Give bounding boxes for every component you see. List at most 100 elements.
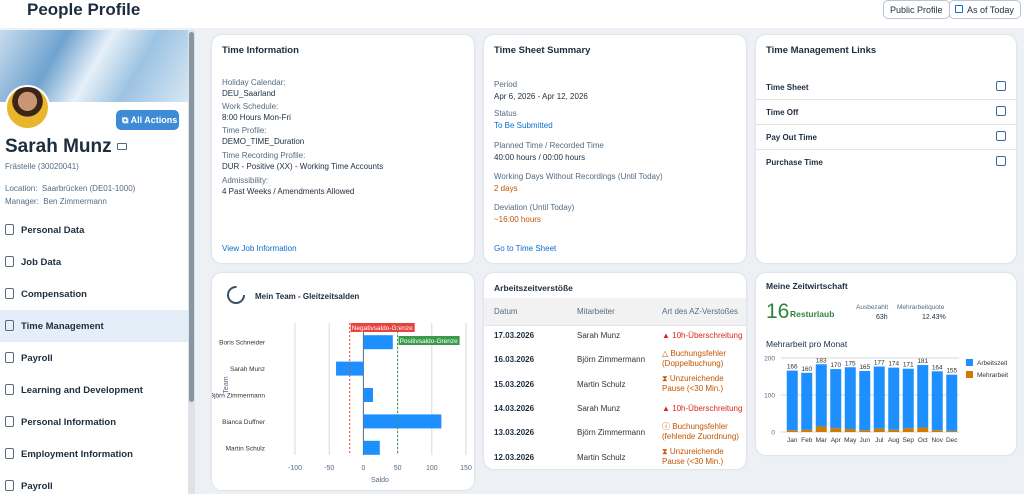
y-tick-label: 0: [771, 430, 775, 437]
bar-mehrarbeit[interactable]: [902, 428, 914, 432]
bar-arbeitszeit[interactable]: [830, 369, 842, 429]
y-tick-label: Martin Schulz: [226, 445, 265, 452]
bar-mehrarbeit[interactable]: [917, 427, 929, 432]
time-management-link[interactable]: Time Sheet: [766, 81, 1006, 92]
bar[interactable]: [363, 440, 380, 455]
sidebar-item-label: Payroll: [21, 481, 53, 492]
bar-mehrarbeit[interactable]: [844, 429, 856, 432]
bar-mehrarbeit[interactable]: [946, 430, 958, 432]
field-value: Apr 6, 2026 - Apr 12, 2026: [494, 92, 588, 101]
employee-cell: Björn Zimmermann: [577, 355, 646, 365]
reference-label-bg: [350, 323, 415, 332]
field-label: Admissibility:: [222, 176, 269, 185]
bar-mehrarbeit[interactable]: [786, 430, 798, 432]
x-tick-label: Aug: [888, 437, 900, 444]
violation-type-cell: ⓘ Buchungsfehler (fehlende Zuordnung): [662, 422, 739, 442]
legend-label: Arbeitszeit: [977, 360, 1008, 367]
employee-cell: Sarah Munz: [577, 403, 621, 413]
field-label: Working Days Without Recordings (Until T…: [494, 172, 663, 181]
field-value: 4 Past Weeks / Amendments Allowed: [222, 187, 355, 196]
bar[interactable]: [363, 414, 442, 429]
id-card-icon[interactable]: [116, 143, 127, 151]
go-to-time-sheet-link[interactable]: Go to Time Sheet: [494, 244, 557, 253]
external-link-icon: ⧉: [122, 115, 131, 125]
bar-mehrarbeit[interactable]: [815, 426, 827, 432]
bar-mehrarbeit[interactable]: [888, 429, 900, 432]
bar-arbeitszeit[interactable]: [786, 370, 798, 431]
reference-line-label: Positivsaldo-Grenze: [400, 338, 459, 345]
public-profile-button[interactable]: Public Profile: [883, 0, 950, 19]
location: Location: Saarbrücken (DE01-1000): [5, 184, 136, 193]
field-value: DEU_Saarland: [222, 89, 276, 98]
sidebar-item[interactable]: Payroll: [0, 470, 188, 494]
sidebar-item[interactable]: Employment Information: [0, 438, 188, 470]
time-management-link[interactable]: Pay Out Time: [766, 131, 1006, 142]
clock-list-icon: [227, 286, 245, 304]
bar-arbeitszeit[interactable]: [815, 364, 827, 427]
bar-arbeitszeit[interactable]: [917, 365, 929, 428]
field-value: 8:00 Hours Mon-Fri: [222, 113, 291, 122]
bar-mehrarbeit[interactable]: [931, 430, 943, 432]
sidebar-item[interactable]: Learning and Development: [0, 374, 188, 406]
date-cell: 15.03.2026: [494, 379, 535, 389]
field-value[interactable]: To Be Submitted: [494, 121, 553, 130]
page-title: People Profile: [27, 0, 141, 19]
bar[interactable]: [363, 388, 373, 402]
open-app-icon: [996, 106, 1006, 116]
column-header[interactable]: Datum: [494, 307, 518, 316]
divider: [484, 325, 746, 326]
time-management-link[interactable]: Time Off: [766, 106, 1006, 117]
y-tick-label: 100: [764, 393, 775, 400]
card-title: Time Sheet Summary: [494, 45, 591, 56]
bar-arbeitszeit[interactable]: [844, 367, 856, 430]
reference-line-label: Negativsaldo-Grenze: [352, 325, 413, 332]
sidebar-scroll-thumb[interactable]: [189, 32, 194, 402]
bar-mehrarbeit[interactable]: [873, 428, 885, 432]
field-label: Time Recording Profile:: [222, 151, 306, 160]
x-tick-label: Oct: [918, 437, 928, 444]
time-management-link[interactable]: Purchase Time: [766, 156, 1006, 167]
sidebar-item[interactable]: Personal Information: [0, 406, 188, 438]
bar-arbeitszeit[interactable]: [873, 366, 885, 429]
avatar[interactable]: [5, 85, 50, 130]
card-title: Time Information: [222, 45, 299, 56]
x-tick-label: Sep: [902, 437, 914, 444]
bar-arbeitszeit[interactable]: [902, 368, 914, 429]
bar-mehrarbeit[interactable]: [830, 428, 842, 432]
as-of-today-button[interactable]: As of Today: [949, 0, 1021, 19]
zeitwirtschaft-card: Meine Zeitwirtschaft 16 Resturlaub Ausbe…: [756, 273, 1016, 455]
column-header[interactable]: Art des AZ-Verstoßes: [662, 307, 739, 316]
x-axis-label: Saldo: [371, 477, 389, 484]
all-actions-button[interactable]: ⧉ All Actions: [116, 110, 179, 130]
sidebar-item[interactable]: Payroll: [0, 342, 188, 374]
reference-label-bg: [398, 336, 460, 345]
x-tick-label: -50: [324, 465, 334, 472]
sidebar-item[interactable]: Compensation: [0, 278, 188, 310]
data-label: 160: [801, 366, 812, 373]
bar-mehrarbeit[interactable]: [859, 430, 871, 432]
team-balance-card: Mein Team - Gleitzeitsalden -100 -50 0 50 100…: [212, 273, 474, 490]
y-axis-label: Team: [223, 376, 230, 393]
calendar-icon: [955, 5, 963, 13]
bar-arbeitszeit[interactable]: [801, 372, 813, 430]
date-cell: 12.03.2026: [494, 452, 535, 462]
ausbezahlt-value: 63h: [876, 314, 888, 321]
bar-arbeitszeit[interactable]: [888, 367, 900, 430]
sidebar-item-label: Time Management: [21, 321, 104, 332]
view-job-information-link[interactable]: View Job Information: [222, 244, 297, 253]
open-app-icon: [996, 81, 1006, 91]
column-header[interactable]: Mitarbeiter: [577, 307, 615, 316]
bar-mehrarbeit[interactable]: [801, 429, 813, 432]
sidebar-item[interactable]: Job Data: [0, 246, 188, 278]
bar-arbeitszeit[interactable]: [946, 374, 958, 431]
sidebar-item[interactable]: Personal Data: [0, 214, 188, 246]
data-label: 164: [932, 364, 943, 371]
bar-arbeitszeit[interactable]: [859, 370, 871, 431]
data-label: 170: [830, 362, 841, 369]
legend-swatch: [966, 359, 973, 366]
all-actions-label: All Actions: [130, 115, 178, 125]
sidebar-item-label: Learning and Development: [21, 385, 143, 396]
bar-arbeitszeit[interactable]: [931, 371, 943, 431]
bar[interactable]: [363, 335, 393, 350]
sidebar-item[interactable]: Time Management: [0, 310, 188, 342]
